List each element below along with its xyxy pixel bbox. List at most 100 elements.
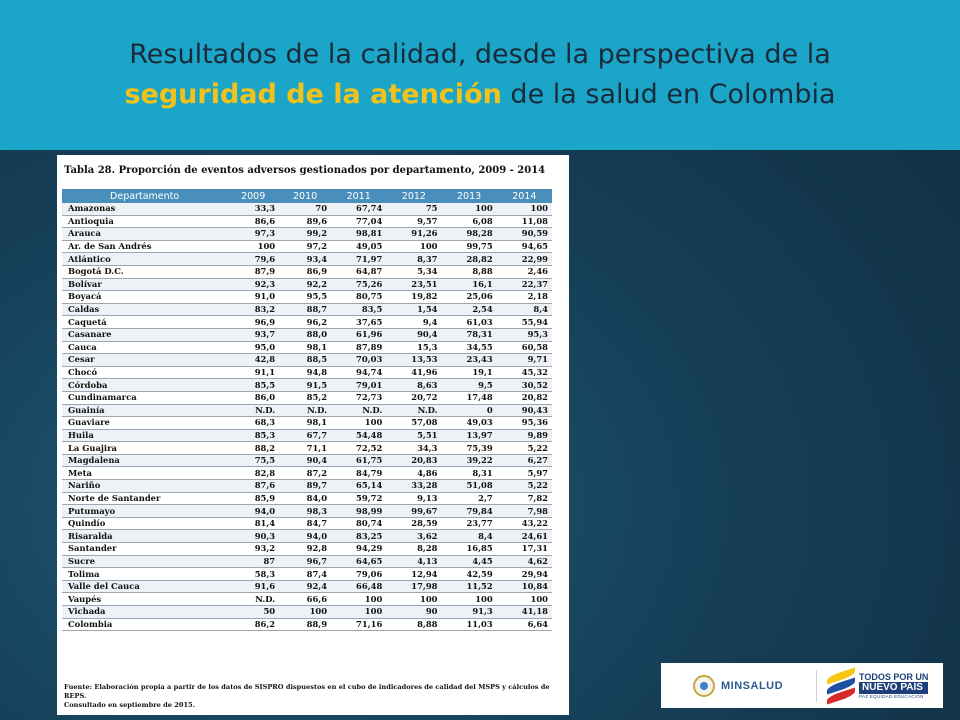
value-cell: 87,2 bbox=[279, 466, 332, 481]
table-row: Sucre 87 96,7 64,65 4,13 4,45 4,62 bbox=[62, 555, 552, 569]
value-cell: 22,37 bbox=[496, 278, 552, 292]
value-cell: 4,62 bbox=[496, 555, 552, 569]
value-cell: 93,2 bbox=[227, 542, 280, 556]
value-cell: 86,2 bbox=[227, 618, 280, 632]
department-cell: Antioquia bbox=[62, 215, 228, 229]
department-cell: Guainía bbox=[62, 404, 228, 418]
value-cell: 11,52 bbox=[441, 580, 497, 594]
value-cell: 91,3 bbox=[441, 605, 497, 619]
value-cell: 91,5 bbox=[279, 378, 332, 392]
table-row: Guaviare 68,3 98,1 100 57,08 49,03 95,36 bbox=[62, 416, 552, 430]
department-cell: Ar. de San Andrés bbox=[62, 240, 228, 254]
department-cell: Tolima bbox=[62, 567, 228, 581]
value-cell: 92,8 bbox=[279, 542, 332, 556]
value-cell: 5,22 bbox=[496, 479, 552, 493]
value-cell: 72,52 bbox=[331, 441, 387, 455]
value-cell: 95,3 bbox=[496, 328, 552, 342]
slide-header: Resultados de la calidad, desde la persp… bbox=[0, 0, 960, 150]
department-cell: Quindío bbox=[62, 517, 228, 531]
value-cell: 2,54 bbox=[441, 303, 497, 317]
value-cell: 2,7 bbox=[441, 492, 497, 506]
value-cell: 86,6 bbox=[227, 215, 280, 229]
department-cell: Sucre bbox=[62, 555, 228, 569]
table-row: Cundinamarca 86,0 85,2 72,73 20,72 17,48 20,82 bbox=[62, 391, 552, 405]
source-line-2: Consultado en septiembre de 2015. bbox=[64, 701, 195, 709]
pais-line-3: PAZ EQUIDAD EDUCACIÓN bbox=[859, 693, 924, 699]
department-cell: Risaralda bbox=[62, 529, 228, 544]
department-cell: Amazonas bbox=[62, 203, 228, 216]
value-cell: 33,28 bbox=[386, 479, 442, 493]
value-cell: 5,22 bbox=[496, 441, 552, 455]
value-cell: 87,4 bbox=[279, 567, 332, 581]
value-cell: 4,86 bbox=[386, 466, 442, 481]
table-source-note: Fuente: Elaboración propia a partir de l… bbox=[64, 683, 564, 710]
value-cell: 92,2 bbox=[279, 278, 332, 292]
value-cell: 65,14 bbox=[331, 479, 387, 493]
value-cell: 17,31 bbox=[496, 542, 552, 556]
value-cell: 42,59 bbox=[441, 567, 497, 581]
value-cell: 94,29 bbox=[331, 542, 387, 556]
department-cell: Atlántico bbox=[62, 252, 228, 266]
value-cell: 24,61 bbox=[496, 529, 552, 544]
value-cell: 86,9 bbox=[279, 265, 332, 279]
table-row: Meta 82,8 87,2 84,79 4,86 8,31 5,97 bbox=[62, 466, 552, 481]
value-cell: 45,32 bbox=[496, 366, 552, 380]
department-cell: Huila bbox=[62, 429, 228, 443]
value-cell: 79,06 bbox=[331, 567, 387, 581]
value-cell: 1,54 bbox=[386, 303, 442, 317]
value-cell: 3,62 bbox=[386, 529, 442, 544]
value-cell: 88,7 bbox=[279, 303, 332, 317]
value-cell: 7,98 bbox=[496, 504, 552, 518]
table-row: Caldas 83,2 88,7 83,5 1,54 2,54 8,4 bbox=[62, 303, 552, 317]
value-cell: 4,45 bbox=[441, 555, 497, 569]
value-cell: 66,6 bbox=[279, 592, 332, 606]
value-cell: 72,73 bbox=[331, 391, 387, 405]
value-cell: 67,7 bbox=[279, 429, 332, 443]
value-cell: 64,65 bbox=[331, 555, 387, 569]
value-cell: 92,3 bbox=[227, 278, 280, 292]
value-cell: 100 bbox=[227, 240, 280, 254]
value-cell: 19,1 bbox=[441, 366, 497, 380]
value-cell: 20,82 bbox=[496, 391, 552, 405]
logo-bar: MINSALUD TODOS POR UN NUEVO PAÍS PAZ EQU… bbox=[661, 663, 943, 708]
table-row: Cauca 95,0 98,1 87,89 15,3 34,55 60,58 bbox=[62, 341, 552, 355]
column-header: 2014 bbox=[496, 189, 552, 203]
value-cell: 78,31 bbox=[441, 328, 497, 342]
value-cell: 91,26 bbox=[386, 227, 442, 241]
value-cell: 22,99 bbox=[496, 252, 552, 266]
value-cell: 11,03 bbox=[441, 618, 497, 632]
value-cell: 93,7 bbox=[227, 328, 280, 342]
value-cell: 8,37 bbox=[386, 252, 442, 266]
value-cell: 91,6 bbox=[227, 580, 280, 594]
value-cell: 100 bbox=[496, 592, 552, 606]
table-row: Magdalena 75,5 90,4 61,75 20,83 39,22 6,27 bbox=[62, 454, 552, 468]
value-cell: 83,2 bbox=[227, 303, 280, 317]
value-cell: 28,59 bbox=[386, 517, 442, 531]
value-cell: 55,94 bbox=[496, 315, 552, 329]
value-cell: 97,2 bbox=[279, 240, 332, 254]
value-cell: 96,9 bbox=[227, 315, 280, 329]
value-cell: 7,82 bbox=[496, 492, 552, 506]
value-cell: 99,75 bbox=[441, 240, 497, 254]
value-cell: 43,22 bbox=[496, 517, 552, 531]
table-row: Vaupés N.D. 66,6 100 100 100 100 bbox=[62, 592, 552, 606]
table-row: Córdoba 85,5 91,5 79,01 8,63 9,5 30,52 bbox=[62, 378, 552, 392]
value-cell: 50 bbox=[227, 605, 280, 619]
value-cell: 90,4 bbox=[279, 454, 332, 468]
value-cell: 96,2 bbox=[279, 315, 332, 329]
value-cell: 2,46 bbox=[496, 265, 552, 279]
value-cell: 85,2 bbox=[279, 391, 332, 405]
value-cell: 75,5 bbox=[227, 454, 280, 468]
value-cell: 98,81 bbox=[331, 227, 387, 241]
value-cell: 8,31 bbox=[441, 466, 497, 481]
source-line-1: Fuente: Elaboración propia a partir de l… bbox=[64, 683, 550, 700]
value-cell: 8,88 bbox=[441, 265, 497, 279]
value-cell: 39,22 bbox=[441, 454, 497, 468]
value-cell: 66,48 bbox=[331, 580, 387, 594]
value-cell: 90,4 bbox=[386, 328, 442, 342]
value-cell: 61,03 bbox=[441, 315, 497, 329]
department-cell: Meta bbox=[62, 466, 228, 481]
value-cell: 11,08 bbox=[496, 215, 552, 229]
value-cell: 9,71 bbox=[496, 353, 552, 367]
table-image-panel: Tabla 28. Proporción de eventos adversos… bbox=[57, 155, 569, 715]
